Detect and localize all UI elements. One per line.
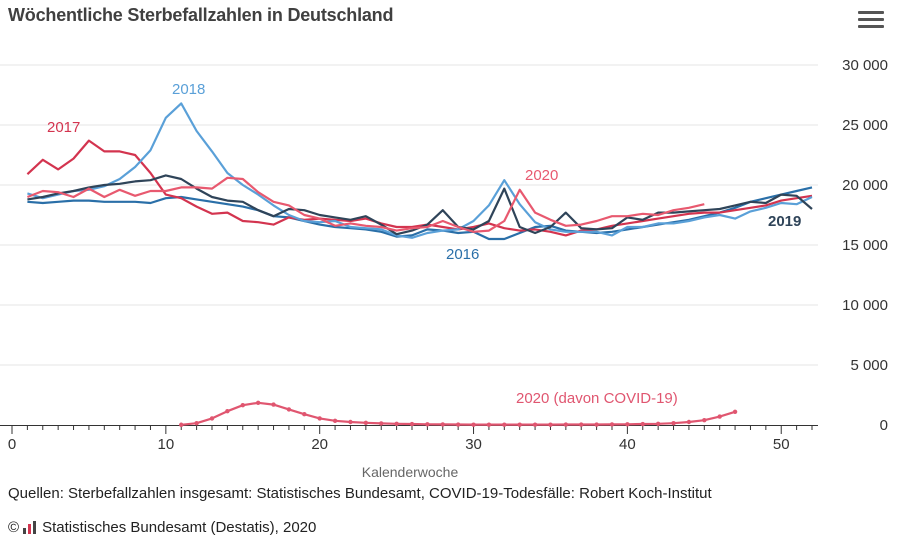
data-point[interactable] [455,422,461,427]
data-point[interactable] [548,422,553,427]
data-point[interactable] [594,422,599,427]
x-tick-label: 20 [311,436,328,453]
x-tick-label: 10 [158,436,175,453]
x-axis-title: Kalenderwoche [362,464,459,480]
data-point[interactable] [579,422,584,427]
chart-area: 0 5 000 10 000 15 000 20 000 25 000 30 000 0 10 2… [0,57,888,480]
y-tick-label: 5 000 [850,357,888,374]
x-tick-label: 0 [8,436,16,453]
data-point[interactable] [655,421,661,426]
data-point[interactable] [440,422,445,427]
data-point[interactable] [286,407,292,412]
data-point[interactable] [717,414,722,419]
copyright-text[interactable]: Statistisches Bundesamt (Destatis), 2020 [42,519,317,536]
data-point[interactable] [332,418,338,423]
data-point[interactable] [686,419,692,425]
data-point[interactable] [609,422,615,427]
data-point[interactable] [702,418,707,423]
series-line-2020[interactable] [27,176,705,233]
x-tick-label: 40 [619,436,636,453]
data-point[interactable] [732,409,738,414]
source-note: Quellen: Sterbefallzahlen insgesamt: Sta… [8,485,712,502]
data-point[interactable] [179,422,184,427]
data-point[interactable] [302,412,307,417]
x-tick-label: 50 [773,436,790,453]
series-lines [26,102,813,427]
data-point[interactable] [209,416,215,421]
data-point[interactable] [517,422,522,427]
y-tick-label: 15 000 [842,237,888,254]
series-label-2020-covid: 2020 (davon COVID-19) [516,390,678,407]
y-tick-label: 25 000 [842,117,888,134]
data-point[interactable] [671,421,676,426]
data-point[interactable] [225,409,230,414]
y-tick-label: 30 000 [842,57,888,74]
y-tick-label: 0 [880,417,888,434]
series-label-2019: 2019 [768,213,801,230]
y-tick-label: 10 000 [842,297,888,314]
y-tick-label: 20 000 [842,177,888,194]
x-tick-label: 30 [465,436,482,453]
series-line-2018[interactable] [27,102,813,239]
destatis-logo-icon [23,521,37,534]
data-point[interactable] [240,403,245,408]
data-point[interactable] [363,420,369,426]
data-point[interactable] [394,421,399,426]
series-label-2018: 2018 [172,81,205,98]
data-point[interactable] [271,402,276,407]
series-line-2016[interactable] [27,186,813,241]
data-point[interactable] [194,421,199,426]
axes: 0 5 000 10 000 15 000 20 000 25 000 30 000 0 10 2… [0,57,888,453]
data-point[interactable] [640,421,645,427]
data-point[interactable] [532,422,538,427]
data-point[interactable] [348,419,353,425]
data-point[interactable] [502,422,507,427]
series-label-2017: 2017 [47,119,80,136]
series-labels: 2016 2017 2018 2019 2020 2020 (davon COV… [47,81,801,407]
data-point[interactable] [471,422,476,427]
series-label-2020: 2020 [525,167,558,184]
data-point[interactable] [563,422,569,427]
series-label-2016: 2016 [446,246,479,263]
data-point[interactable] [625,422,630,427]
series-line-2017[interactable] [26,139,813,237]
grid-lines [0,64,818,366]
copyright-note: © Statistisches Bundesamt (Destatis), 20… [8,519,316,536]
data-point[interactable] [379,421,384,426]
data-point[interactable] [486,422,492,427]
data-point[interactable] [255,400,261,405]
chart-title: Wöchentliche Sterbefallzahlen in Deutsch… [8,5,394,25]
data-point[interactable] [317,416,322,421]
data-point[interactable] [409,421,415,427]
hamburger-menu-icon[interactable] [858,8,884,30]
data-point[interactable] [425,422,430,427]
copyright-symbol: © [8,519,20,536]
